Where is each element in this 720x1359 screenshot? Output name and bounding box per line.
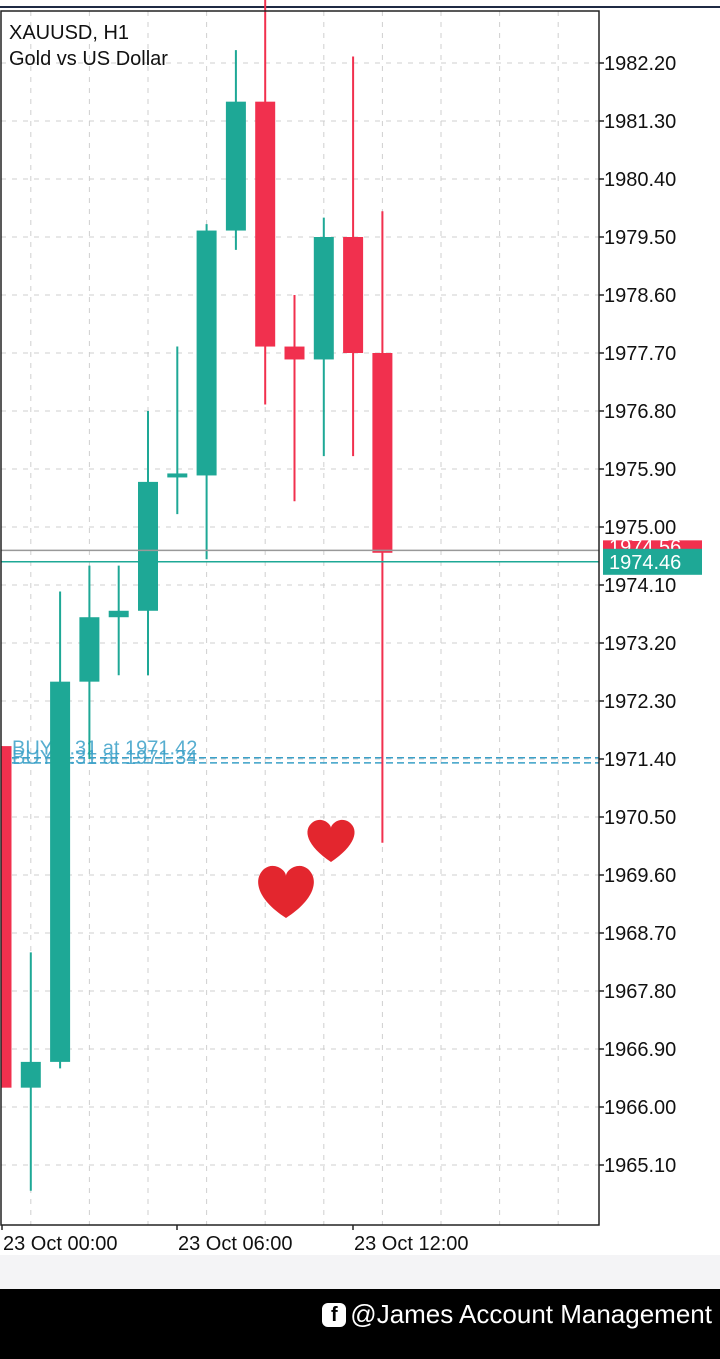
price-tick-label: 1978.60	[604, 285, 676, 307]
heart-icon	[258, 865, 314, 918]
candle-body	[225, 101, 246, 231]
plot-frame	[0, 10, 600, 1226]
candle-body	[372, 353, 393, 553]
price-tick-label: 1981.30	[604, 111, 676, 133]
candle-bull	[79, 565, 100, 759]
time-tick-label: 23 Oct 06:00	[178, 1233, 293, 1255]
price-tick-label: 1968.70	[604, 923, 676, 945]
candle-bull	[225, 50, 246, 250]
price-tick-label: 1965.10	[604, 1155, 676, 1177]
candle-body	[138, 481, 158, 611]
candle-body	[313, 237, 334, 360]
ask-price-label: 1974.46	[609, 552, 681, 574]
footer-bar: f @James Account Management	[0, 1289, 720, 1359]
candle-body	[255, 101, 276, 347]
price-tick-label: 1976.80	[604, 401, 676, 423]
time-axis: 23 Oct 00:00 23 Oct 06:00 23 Oct 12:00	[1, 1225, 469, 1255]
heart-icon	[307, 819, 355, 862]
price-tick-label: 1975.00	[604, 517, 676, 539]
chart-description: Gold vs US Dollar	[9, 48, 168, 70]
candle-body	[79, 617, 100, 682]
candle-body	[108, 610, 129, 618]
candle-body	[20, 1061, 41, 1088]
price-tick-label: 1966.00	[604, 1097, 676, 1119]
candle-bull	[50, 591, 71, 1069]
heart-emojis	[258, 819, 355, 918]
order-label: BUY 1.31 at 1971.34	[12, 747, 197, 769]
price-tick-label: 1979.50	[604, 227, 676, 249]
price-tick-label: 1982.20	[604, 53, 676, 75]
candle-bear	[0, 746, 12, 1088]
price-tick-label: 1970.50	[604, 807, 676, 829]
candle-body	[196, 230, 217, 476]
price-axis: 1982.20 1981.30 1980.40 1979.50 1978.60 1977.…	[599, 53, 676, 1177]
price-tick-label: 1972.30	[604, 691, 676, 713]
candle-bear	[343, 56, 364, 457]
ask-tag	[603, 548, 702, 575]
candle-body	[50, 681, 71, 1062]
candle-bear	[255, 0, 276, 405]
bottom-strip	[0, 1255, 720, 1289]
candle-bull	[313, 217, 334, 457]
facebook-icon: f	[322, 1302, 347, 1327]
time-tick-label: 23 Oct 12:00	[354, 1233, 469, 1255]
candle-body	[1, 746, 12, 1088]
price-tick-label: 1973.20	[604, 633, 676, 655]
price-tick-label: 1977.70	[604, 343, 676, 365]
candle-bull	[167, 346, 188, 515]
candle-body	[343, 237, 364, 353]
time-tick-label: 23 Oct 00:00	[3, 1233, 118, 1255]
price-tick-label: 1966.90	[604, 1039, 676, 1061]
candle-body	[284, 346, 305, 360]
footer-credit: f @James Account Management	[322, 1299, 712, 1330]
price-tick-label: 1974.10	[604, 575, 676, 597]
candle-bull	[138, 411, 158, 676]
price-tick-label: 1971.40	[604, 749, 676, 771]
candles	[0, 0, 393, 1191]
chart-symbol: XAUUSD, H1	[9, 22, 130, 44]
footer-text: @James Account Management	[350, 1299, 712, 1329]
price-tick-label: 1980.40	[604, 169, 676, 191]
price-tick-label: 1975.90	[604, 459, 676, 481]
candle-bull	[108, 565, 129, 676]
candle-bear	[372, 211, 393, 843]
price-tick-label: 1967.80	[604, 981, 676, 1003]
candle-bear	[284, 295, 305, 502]
top-bar	[0, 0, 720, 8]
candle-bull	[196, 224, 217, 560]
candle-body	[167, 473, 188, 478]
price-tick-label: 1969.60	[604, 865, 676, 887]
candle-bull	[20, 952, 41, 1191]
